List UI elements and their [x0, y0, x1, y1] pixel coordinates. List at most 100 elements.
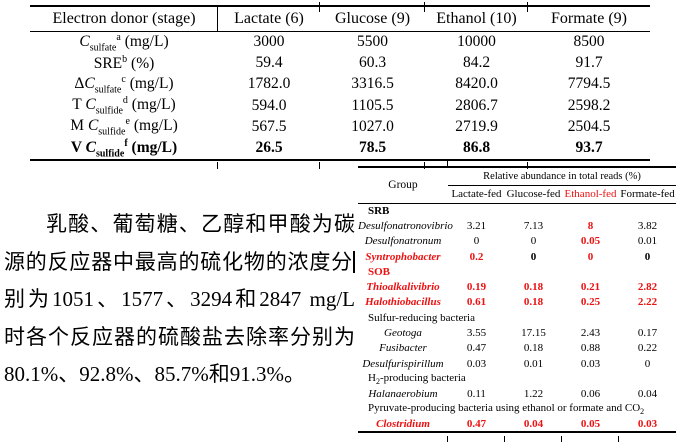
group-row: Sulfur-reducing bacteria [358, 310, 676, 325]
value-cell: 1105.5 [351, 96, 394, 114]
group-row-label: Sulfur-reducing bacteria [368, 311, 475, 324]
taxon-name: Halanaerobium [368, 388, 438, 401]
abundance-value: 2.22 [637, 296, 658, 309]
paragraph-text: 乳酸、葡萄糖、乙醇和甲酸为碳 [46, 212, 355, 236]
table-border-tick [527, 162, 529, 169]
table-row: ΔCsulfatec (mg/L) 1782.0 3316.5 8420.0 7794.… [30, 74, 650, 95]
table-row: SREb (%) 59.4 60.3 84.2 91.7 [30, 53, 650, 74]
abundance-value: 0.22 [637, 342, 658, 355]
value-cell: 8420.0 [455, 75, 498, 93]
taxon-row: Desulfurispirillum 0.03 0.01 0.03 0 [358, 356, 676, 371]
table-border-tick [447, 436, 449, 442]
group-row-label: SOB [368, 265, 391, 278]
abundance-value: 0.11 [467, 388, 486, 401]
electron-donor-table-body: Csulfatea (mg/L) 3000 5500 10000 8500 SREb (%… [30, 31, 650, 161]
row-label: M Csulfidee (mg/L) [70, 116, 178, 138]
taxon-row: Halothiobacillus 0.61 0.18 0.25 2.22 [358, 295, 676, 310]
table-border-tick [217, 5, 219, 31]
table-row: M Csulfidee (mg/L) 567.5 1027.0 2719.9 2504.… [30, 116, 650, 137]
table-border-tick [217, 162, 219, 169]
abundance-value: 0.21 [580, 281, 601, 294]
paragraph-text: 80.1%、92.8%、85.7%和91.3%。 [4, 362, 305, 386]
value-cell: 3316.5 [351, 75, 394, 93]
group-row: SOB [358, 264, 676, 279]
abundance-table-body: SRB Desulfonatronovibrio 3.21 7.13 8 3.82 Desu… [358, 203, 677, 434]
taxon-name: Fusibacter [379, 342, 427, 355]
table-border-tick [424, 2, 426, 12]
abundance-header-row-2: Lactate-fed Glucose-fed Ethanol-fed Formate… [358, 185, 677, 204]
group-row: Pyruvate-producing bacteria using ethano… [358, 402, 676, 417]
group-column-header: Group [358, 166, 448, 204]
value-cell: 86.8 [425, 137, 528, 161]
value-cell: 8500 [573, 33, 605, 51]
table-border-tick [424, 162, 426, 169]
column-header-formate-fed: Formate-fed [619, 185, 677, 204]
table-row: Csulfatea (mg/L) 3000 5500 10000 8500 [30, 31, 650, 53]
value-cell: 2806.7 [455, 96, 498, 114]
group-row: SRB [358, 203, 676, 218]
chinese-paragraph[interactable]: 乳酸、葡萄糖、乙醇和甲酸为碳源的反应器中最高的硫化物的浓度分别为1051、157… [4, 206, 355, 394]
taxon-row: Syntrophobacter 0.2 0 0 0 [358, 249, 676, 264]
taxon-name: Syntrophobacter [365, 250, 441, 263]
abundance-value: 0.18 [523, 296, 544, 309]
abundance-value: 0 [644, 250, 651, 263]
column-header-formate: Formate (9) [528, 5, 650, 32]
column-header-electron-donor: Electron donor (stage) [30, 5, 218, 32]
value-cell: 594.0 [251, 96, 287, 114]
text-cursor [353, 250, 355, 273]
abundance-value: 0.18 [523, 342, 544, 355]
taxon-name: Halothiobacillus [365, 296, 441, 309]
table-border-tick [319, 2, 321, 12]
abundance-value: 0 [530, 235, 537, 248]
group-row: H2-producing bacteria [358, 371, 676, 386]
abundance-value: 0.01 [637, 235, 658, 248]
abundance-value: 0.47 [466, 342, 487, 355]
row-label: SREb (%) [93, 53, 155, 72]
abundance-value: 0.61 [466, 296, 487, 309]
table-header-row: Electron donor (stage) Lactate (6) Gluco… [30, 5, 650, 32]
value-cell: 93.7 [528, 137, 650, 161]
row-label: Csulfatea (mg/L) [79, 31, 169, 53]
abundance-value: 0.88 [580, 342, 601, 355]
taxon-row: Halanaerobium 0.11 1.22 0.06 0.04 [358, 387, 676, 402]
taxon-row: Fusibacter 0.47 0.18 0.88 0.22 [358, 341, 676, 356]
value-cell: 78.5 [320, 137, 425, 161]
paragraph-line: 别为1051、1577、3294和2847 mg/L [4, 281, 355, 319]
taxon-name: Desulfonatronum [364, 235, 442, 248]
abundance-value: 3.82 [637, 219, 658, 232]
value-cell: 2504.5 [567, 117, 611, 135]
abundance-value: 0.04 [505, 417, 562, 434]
value-cell: 5500 [357, 33, 388, 51]
abundance-value: 0.18 [523, 281, 544, 294]
value-cell: 2719.9 [455, 117, 498, 135]
paragraph-text: 源的反应器中最高的硫化物的浓度分 [4, 249, 353, 274]
abundance-value: 3.21 [466, 219, 487, 232]
taxon-name: Desulfurispirillum [362, 357, 444, 370]
value-cell: 84.2 [462, 54, 491, 72]
taxon-name: Thioalkalivibrio [366, 281, 440, 294]
value-cell: 1027.0 [351, 117, 394, 135]
paragraph-text: 时各个反应器的硫酸盐去除率分别为 [4, 324, 355, 349]
table-border-tick [527, 2, 529, 12]
abundance-value: 2.43 [580, 327, 601, 340]
table-border-tick [319, 162, 321, 169]
abundance-value: 0.17 [637, 327, 658, 340]
taxon-name: Clostridium [358, 417, 448, 434]
abundance-value: 0.05 [562, 417, 619, 434]
taxon-row: Desulfonatronum 0 0 0.05 0.01 [358, 234, 676, 249]
table-row: T Csulfided (mg/L) 594.0 1105.5 2806.7 2598.… [30, 95, 650, 116]
abundance-value: 0 [644, 357, 651, 370]
row-label: V Csulfidef (mg/L) [30, 137, 218, 161]
column-header-lactate-fed: Lactate-fed [448, 185, 505, 204]
abundance-table[interactable]: Group Relative abundance in total reads … [358, 166, 677, 434]
abundance-value: 1.22 [523, 388, 544, 401]
abundance-value: 0.47 [448, 417, 505, 434]
value-cell: 1782.0 [247, 75, 291, 93]
abundance-value: 0.19 [466, 281, 487, 294]
abundance-value: 17.15 [521, 327, 546, 340]
table-border-tick [447, 160, 449, 167]
abundance-value: 0.03 [580, 357, 601, 370]
table-border-tick [561, 436, 563, 442]
electron-donor-table[interactable]: Electron donor (stage) Lactate (6) Gluco… [30, 5, 650, 161]
